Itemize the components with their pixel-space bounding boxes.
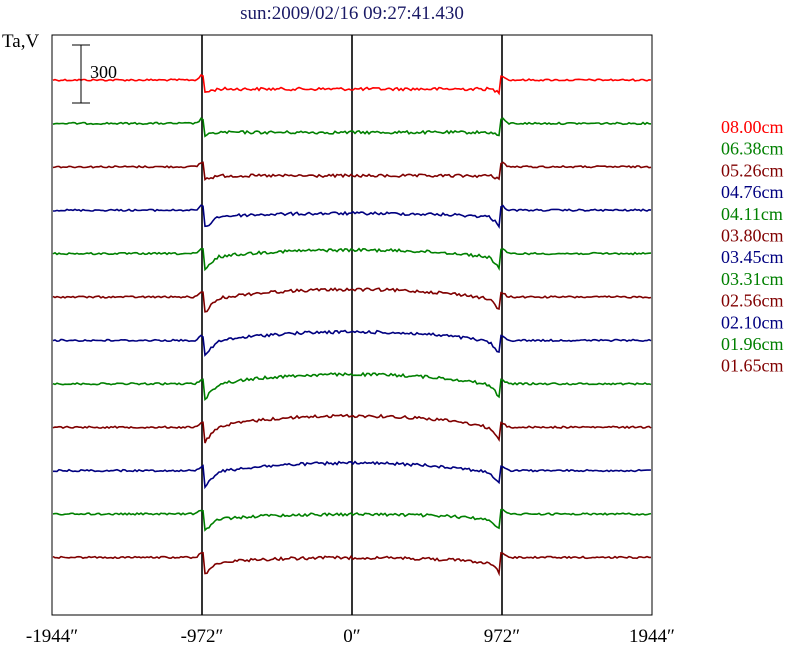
legend-entry: 06.38cm [721, 139, 784, 159]
trace-04.11cm [52, 247, 652, 272]
x-tick-label: 0″ [343, 626, 360, 647]
legend-entry: 02.56cm [721, 291, 784, 311]
legend-entry: 04.76cm [721, 182, 784, 202]
trace-02.10cm [53, 460, 652, 490]
legend-entry: 03.80cm [721, 226, 784, 246]
x-tick-label: 972″ [484, 626, 520, 647]
chart-title: sun:2009/02/16 09:27:41.430 [240, 3, 464, 24]
trace-04.76cm [53, 204, 652, 230]
legend-entry: 08.00cm [721, 117, 784, 137]
legend-entry: 01.65cm [721, 356, 784, 376]
legend-entry: 03.31cm [721, 269, 784, 289]
scale-bar: 300 [72, 44, 117, 104]
trace-03.31cm [52, 371, 652, 401]
legend-entry: 01.96cm [721, 334, 784, 354]
trace-01.65cm [52, 551, 651, 577]
trace-01.96cm [52, 508, 652, 532]
legend-entry: 05.26cm [721, 160, 784, 180]
y-axis-label: Ta,V [2, 31, 39, 52]
legend-entry: 03.45cm [721, 247, 784, 267]
legend: 08.00cm06.38cm05.26cm04.76cm04.11cm03.80… [721, 117, 784, 376]
x-tick-label: -1944″ [26, 626, 78, 647]
reference-lines [201, 35, 503, 615]
x-tick-label: 1944″ [629, 626, 675, 647]
x-axis-ticks: -1944″ -972″ 0″ 972″ 1944″ [26, 626, 675, 647]
trace-06.38cm [52, 117, 652, 138]
scale-bar-label: 300 [90, 62, 117, 82]
legend-entry: 02.10cm [721, 312, 784, 332]
x-tick-label: -972″ [181, 626, 224, 647]
trace-02.56cm [52, 413, 652, 444]
series-traces [52, 73, 652, 577]
legend-entry: 04.11cm [721, 204, 783, 224]
trace-03.45cm [52, 329, 652, 357]
trace-03.80cm [52, 287, 652, 313]
trace-05.26cm [52, 161, 652, 182]
trace-08.00cm [52, 73, 652, 96]
